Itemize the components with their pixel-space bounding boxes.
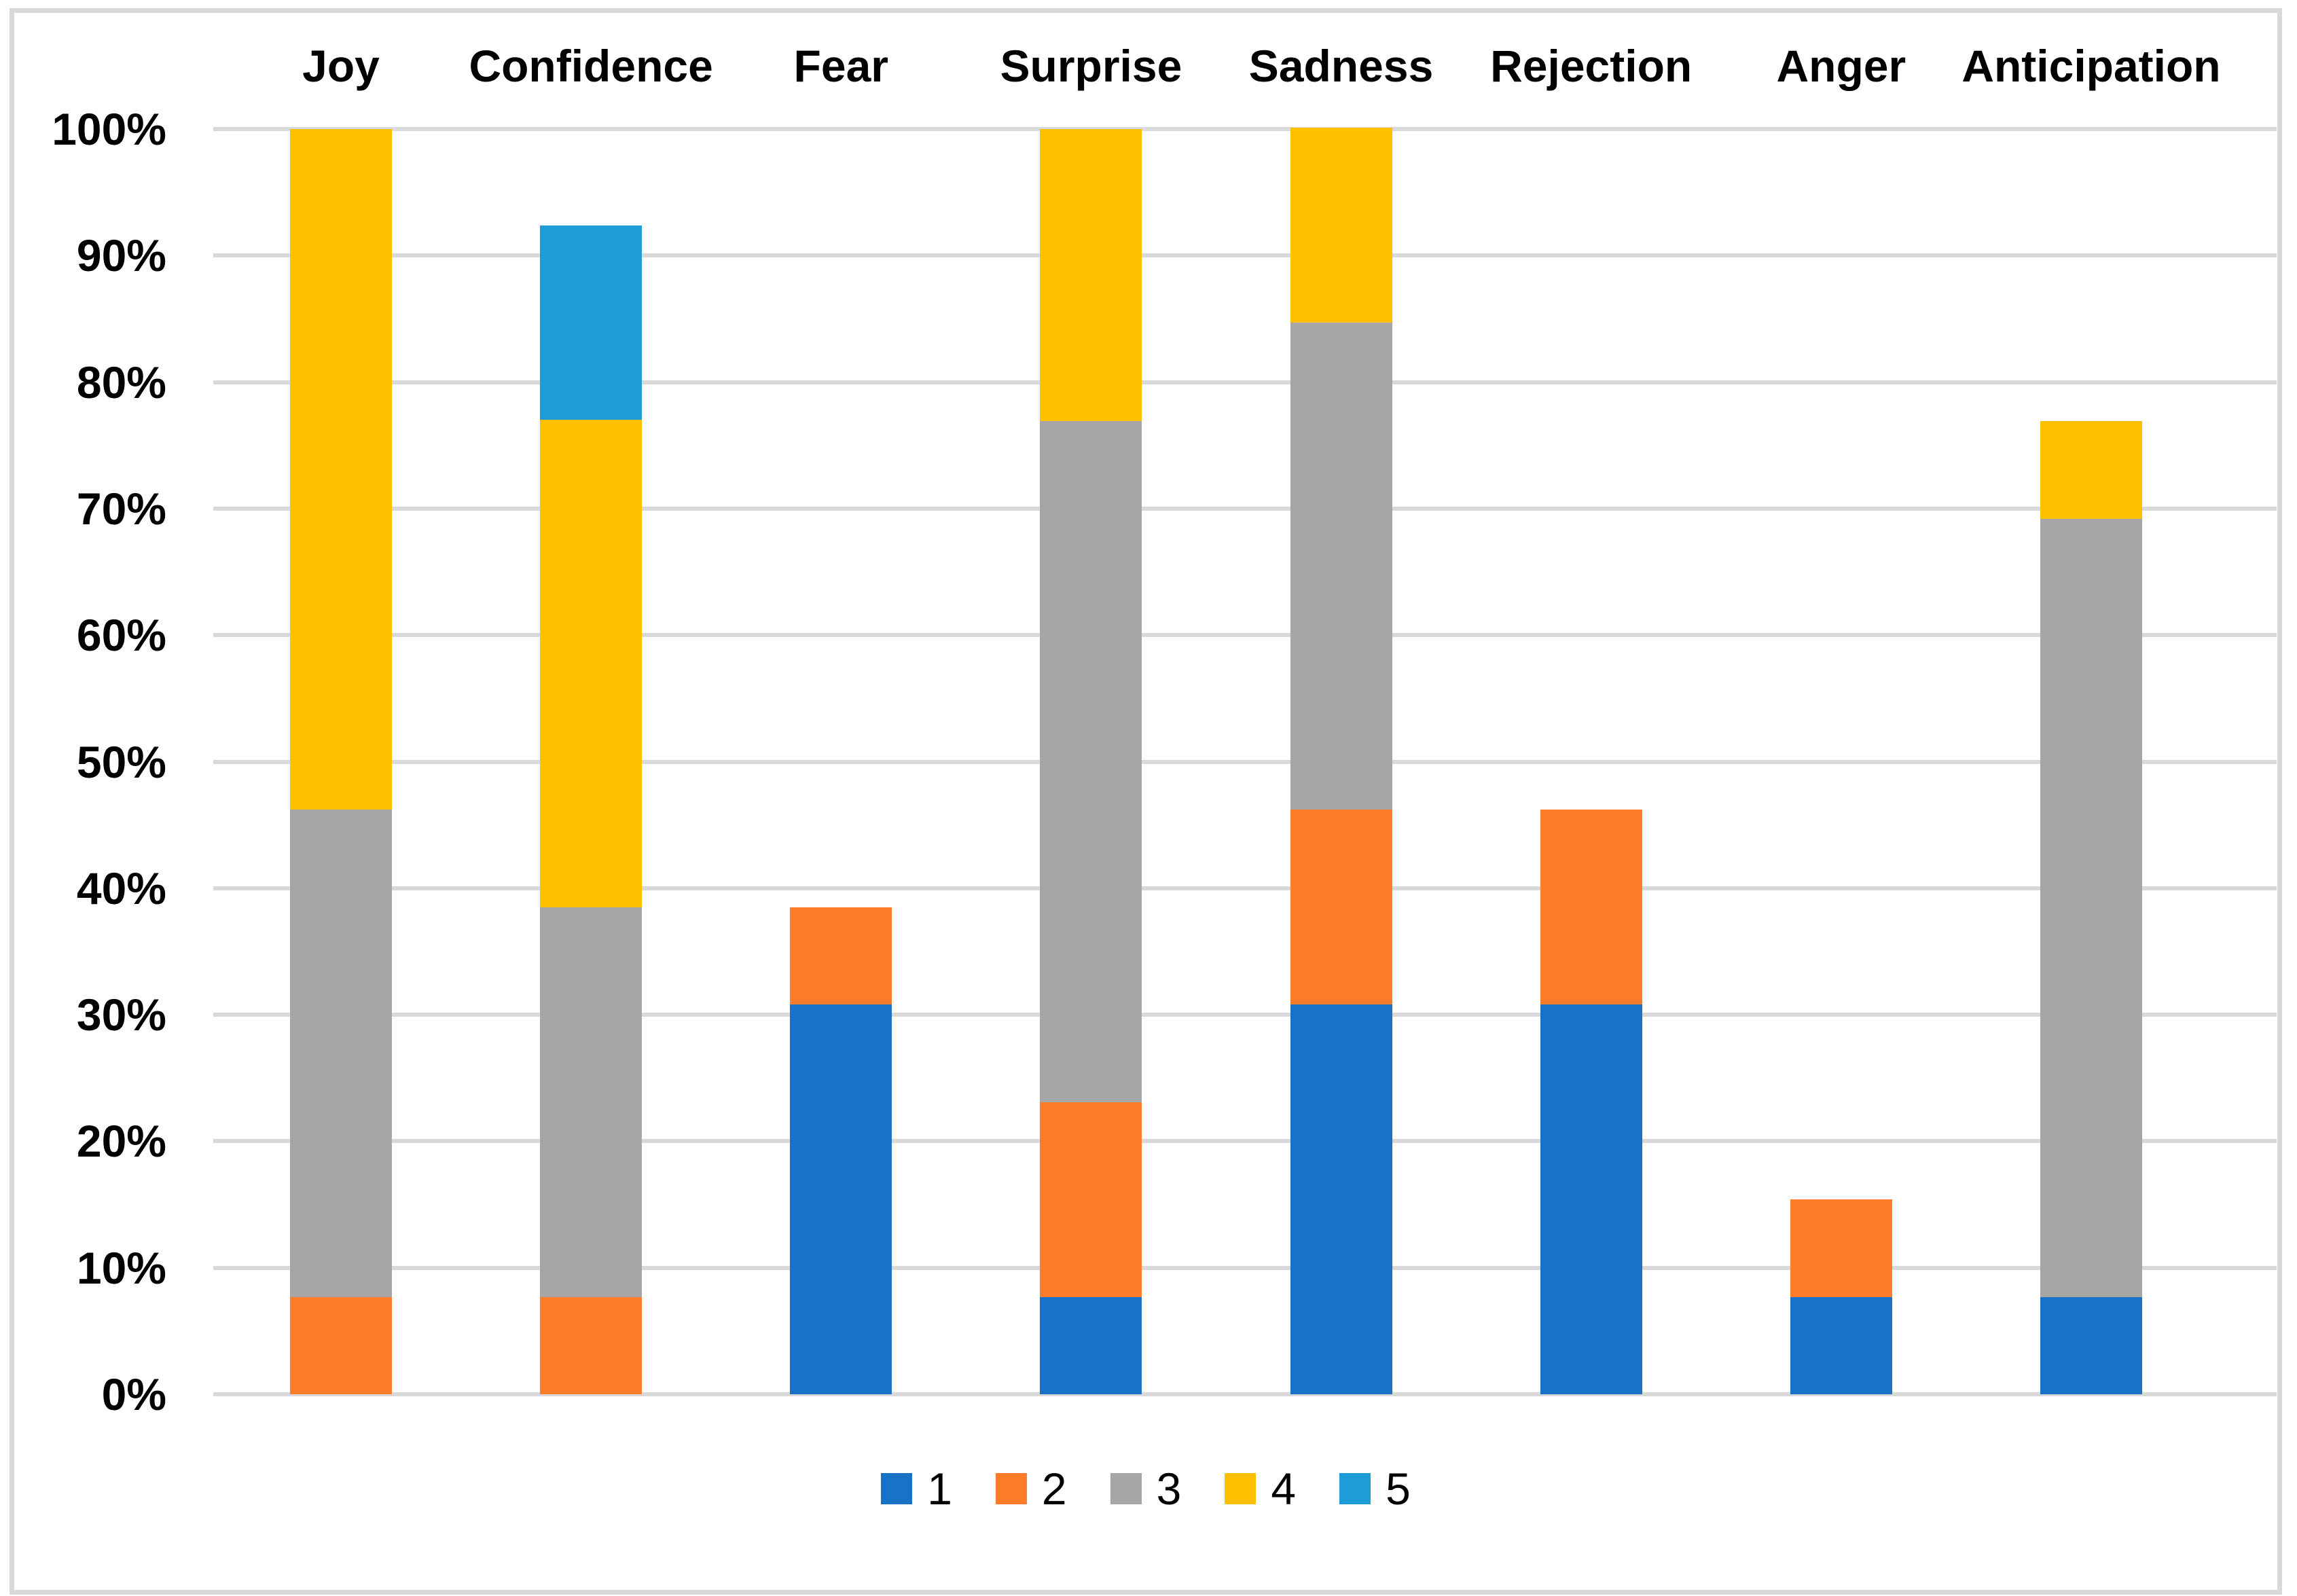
bar-segment-fear-1 <box>790 1004 892 1394</box>
gridline-50 <box>213 759 2277 764</box>
gridline-90 <box>213 253 2277 258</box>
legend: 1 2 3 4 5 <box>14 1466 2277 1511</box>
bar-segment-sadness-4 <box>1290 128 1392 323</box>
legend-item-3: 3 <box>1110 1464 1182 1514</box>
gridline-0 <box>213 1392 2277 1396</box>
bar-segment-confidence-3 <box>540 907 643 1297</box>
legend-item-1: 1 <box>881 1466 952 1511</box>
y-axis-tick-label-0: 0% <box>101 1369 166 1419</box>
category-labels: Joy Confidence Fear Surprise Sadness Rejectio… <box>14 13 2277 1590</box>
legend-item-2: 2 <box>995 1464 1067 1514</box>
bar-segment-anger-1 <box>1790 1296 1892 1394</box>
gridline-70 <box>213 506 2277 511</box>
bar-segment-rejection-1 <box>1540 1004 1642 1394</box>
category-label-sadness: Sadness <box>1248 41 1434 91</box>
category-label-fear: Fear <box>793 41 888 91</box>
category-label-rejection: Rejection <box>1490 41 1693 91</box>
y-axis-tick-label-60: 60% <box>76 610 166 661</box>
bar-segment-anticipation-3 <box>2040 518 2142 1297</box>
chart-frame: 0% 10% 20% 30% 40% 50% 60% 70% 80% 90% 100% Joy Con… <box>10 8 2282 1595</box>
y-axis-tick-label-90: 90% <box>76 230 166 281</box>
bar-segment-rejection-2 <box>1540 810 1642 1005</box>
legend-label-3: 3 <box>1156 1464 1182 1514</box>
bar-segment-anger-2 <box>1790 1199 1892 1297</box>
bar-segment-joy-4 <box>290 129 392 810</box>
bar-segment-sadness-1 <box>1290 1004 1392 1394</box>
gridlines-layer <box>14 13 2277 1590</box>
y-axis-tick-label-50: 50% <box>76 736 166 787</box>
legend-swatch-2 <box>995 1473 1027 1504</box>
bar-segment-joy-3 <box>290 810 392 1297</box>
bar-segment-confidence-4 <box>540 420 643 907</box>
category-label-joy: Joy <box>302 41 380 91</box>
y-axis: 0% 10% 20% 30% 40% 50% 60% 70% 80% 90% 100% <box>14 13 2277 1590</box>
legend-label-1: 1 <box>927 1464 952 1514</box>
y-axis-tick-label-10: 10% <box>76 1242 166 1293</box>
gridline-40 <box>213 886 2277 890</box>
y-axis-tick-label-70: 70% <box>76 483 166 534</box>
gridline-10 <box>213 1265 2277 1270</box>
bar-segment-surprise-3 <box>1040 421 1142 1102</box>
bar-segment-anticipation-4 <box>2040 421 2142 519</box>
legend-swatch-1 <box>881 1473 913 1504</box>
y-axis-tick-label-80: 80% <box>76 357 166 407</box>
legend-label-4: 4 <box>1271 1464 1297 1514</box>
gridline-80 <box>213 380 2277 384</box>
category-label-confidence: Confidence <box>469 41 713 91</box>
bar-segment-fear-2 <box>790 907 892 1005</box>
bars-layer <box>14 13 2277 1590</box>
bar-segment-sadness-2 <box>1290 810 1392 1005</box>
bar-segment-confidence-5 <box>540 225 643 420</box>
y-axis-tick-label-100: 100% <box>52 104 166 154</box>
bar-segment-surprise-4 <box>1040 129 1142 422</box>
legend-label-2: 2 <box>1041 1464 1067 1514</box>
y-axis-tick-label-20: 20% <box>76 1116 166 1167</box>
gridline-20 <box>213 1139 2277 1144</box>
category-label-surprise: Surprise <box>1000 41 1182 91</box>
bar-segment-confidence-2 <box>540 1296 643 1394</box>
legend-swatch-5 <box>1339 1473 1371 1504</box>
gridline-100 <box>213 127 2277 131</box>
legend-item-5: 5 <box>1339 1466 1411 1511</box>
bar-segment-surprise-2 <box>1040 1102 1142 1297</box>
legend-swatch-3 <box>1110 1473 1142 1504</box>
bar-segment-surprise-1 <box>1040 1296 1142 1394</box>
bar-segment-joy-2 <box>290 1296 392 1394</box>
gridline-30 <box>213 1013 2277 1017</box>
legend-item-4: 4 <box>1225 1466 1296 1511</box>
gridline-60 <box>213 633 2277 638</box>
category-label-anger: Anger <box>1776 41 1906 91</box>
y-axis-tick-label-40: 40% <box>76 863 166 913</box>
category-label-anticipation: Anticipation <box>1961 41 2221 91</box>
legend-swatch-4 <box>1225 1473 1256 1504</box>
y-axis-tick-label-30: 30% <box>76 990 166 1040</box>
bar-segment-sadness-3 <box>1290 323 1392 810</box>
bar-segment-anticipation-1 <box>2040 1296 2142 1394</box>
legend-label-5: 5 <box>1386 1464 1411 1514</box>
